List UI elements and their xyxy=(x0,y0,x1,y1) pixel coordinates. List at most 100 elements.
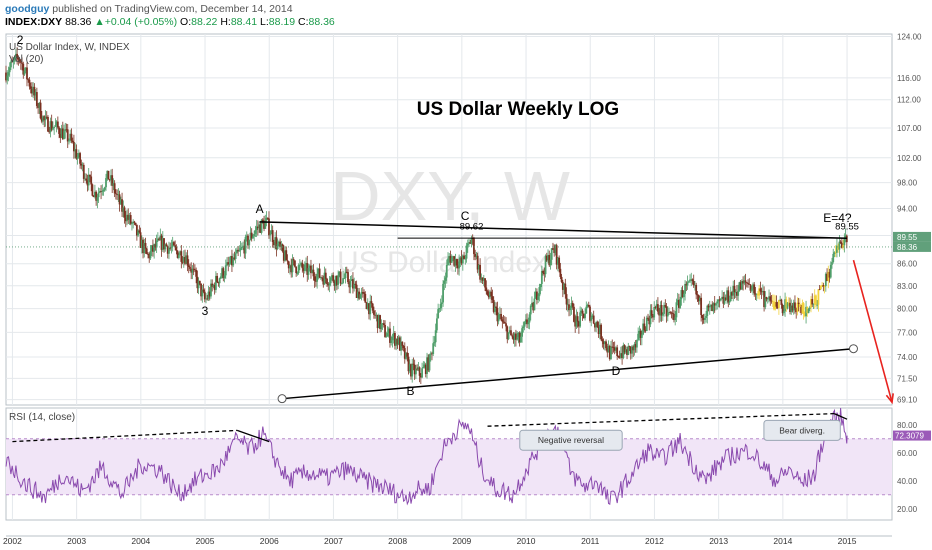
wave-label: 3 xyxy=(202,304,209,318)
candle-body xyxy=(228,263,231,265)
candle-body xyxy=(189,267,191,269)
symbol-label[interactable]: INDEX:DXY xyxy=(5,16,63,28)
candle-body xyxy=(416,368,419,370)
candle-body xyxy=(734,291,737,293)
candle-body xyxy=(519,336,522,343)
candle-body xyxy=(580,310,583,313)
candle-body xyxy=(411,363,414,377)
candle-body xyxy=(687,281,690,283)
candle-body xyxy=(627,346,630,356)
candle-body xyxy=(728,301,731,303)
candle-body xyxy=(701,314,704,318)
candle-body xyxy=(28,79,31,87)
candle-body xyxy=(740,281,743,290)
candle-body xyxy=(516,337,519,340)
candle-body xyxy=(24,67,27,71)
candle-body xyxy=(55,121,58,126)
candle-body xyxy=(424,364,427,374)
candle-body xyxy=(379,315,382,329)
candle-body xyxy=(329,277,332,284)
candle-body xyxy=(111,175,114,186)
candle-body xyxy=(732,285,735,296)
candle-body xyxy=(392,333,395,337)
candle-body xyxy=(340,282,343,284)
candle-body xyxy=(176,250,179,258)
candle-body xyxy=(455,259,458,266)
prev-high-tag xyxy=(893,231,931,242)
time-tick-label: 2008 xyxy=(388,536,407,546)
candle-body xyxy=(654,307,657,308)
candle-body xyxy=(605,341,607,349)
candle-body xyxy=(128,215,131,220)
wave-label: E=4? xyxy=(823,211,852,225)
drawings xyxy=(6,221,894,443)
candle-body xyxy=(613,347,616,351)
candle-body xyxy=(481,277,484,281)
candle-body xyxy=(347,272,349,283)
candle-body xyxy=(526,319,528,325)
candle-body xyxy=(284,250,286,261)
candle-body xyxy=(43,116,46,121)
candle-body xyxy=(90,176,93,185)
candle-body xyxy=(91,184,94,196)
candle-body xyxy=(135,224,138,236)
candle-body xyxy=(124,217,127,222)
candle-body xyxy=(785,299,788,309)
candle-body xyxy=(743,280,746,284)
candle-body xyxy=(349,280,352,288)
candle-body xyxy=(711,304,714,312)
candle-body xyxy=(792,302,795,311)
candle-body xyxy=(342,278,344,283)
author-name[interactable]: goodguy xyxy=(5,3,50,15)
candle-body xyxy=(503,322,506,324)
candle-body xyxy=(475,255,478,258)
candle-body xyxy=(497,314,500,322)
candle-body xyxy=(39,102,42,119)
candle-body xyxy=(249,232,252,240)
candle-body xyxy=(536,291,538,300)
candle-body xyxy=(657,304,659,312)
candle-body xyxy=(168,247,170,254)
candle-body xyxy=(161,238,164,250)
candle-body xyxy=(21,62,23,64)
candle-body xyxy=(542,270,544,273)
price-tick-label: 83.00 xyxy=(897,282,918,291)
candle-body xyxy=(591,315,594,318)
candle-body xyxy=(31,88,33,94)
candle-body xyxy=(206,298,209,300)
candle-body xyxy=(224,265,227,276)
candle-body xyxy=(610,346,612,359)
candle-body xyxy=(148,253,151,259)
candle-body xyxy=(142,239,144,254)
candle-body xyxy=(501,319,504,322)
candle-body xyxy=(681,290,684,298)
candle-body xyxy=(413,364,416,375)
candle-body xyxy=(552,248,554,250)
rsi-tick-label: 60.00 xyxy=(897,449,918,458)
candle-body xyxy=(310,265,312,274)
candle-body xyxy=(670,312,673,314)
candle-body xyxy=(768,296,770,299)
high-label: H: xyxy=(220,16,231,28)
candle-body xyxy=(666,312,669,317)
candle-body xyxy=(56,121,59,128)
candle-body xyxy=(370,301,373,304)
candle-body xyxy=(537,296,540,300)
candle-body xyxy=(653,307,656,318)
candle-body xyxy=(116,194,119,195)
candle-body xyxy=(222,268,225,279)
candle-body xyxy=(522,326,525,329)
candle-body xyxy=(54,125,57,127)
candle-body xyxy=(823,286,826,288)
rsi-divergence-line xyxy=(12,429,238,443)
candle-body xyxy=(394,333,396,346)
candle-body xyxy=(485,287,488,292)
candle-body xyxy=(638,330,641,334)
candle-body xyxy=(689,279,691,282)
candle-body xyxy=(438,308,441,310)
candle-body xyxy=(73,142,75,152)
candle-body xyxy=(834,252,837,254)
candle-body xyxy=(784,299,786,312)
candle-body xyxy=(628,346,631,347)
